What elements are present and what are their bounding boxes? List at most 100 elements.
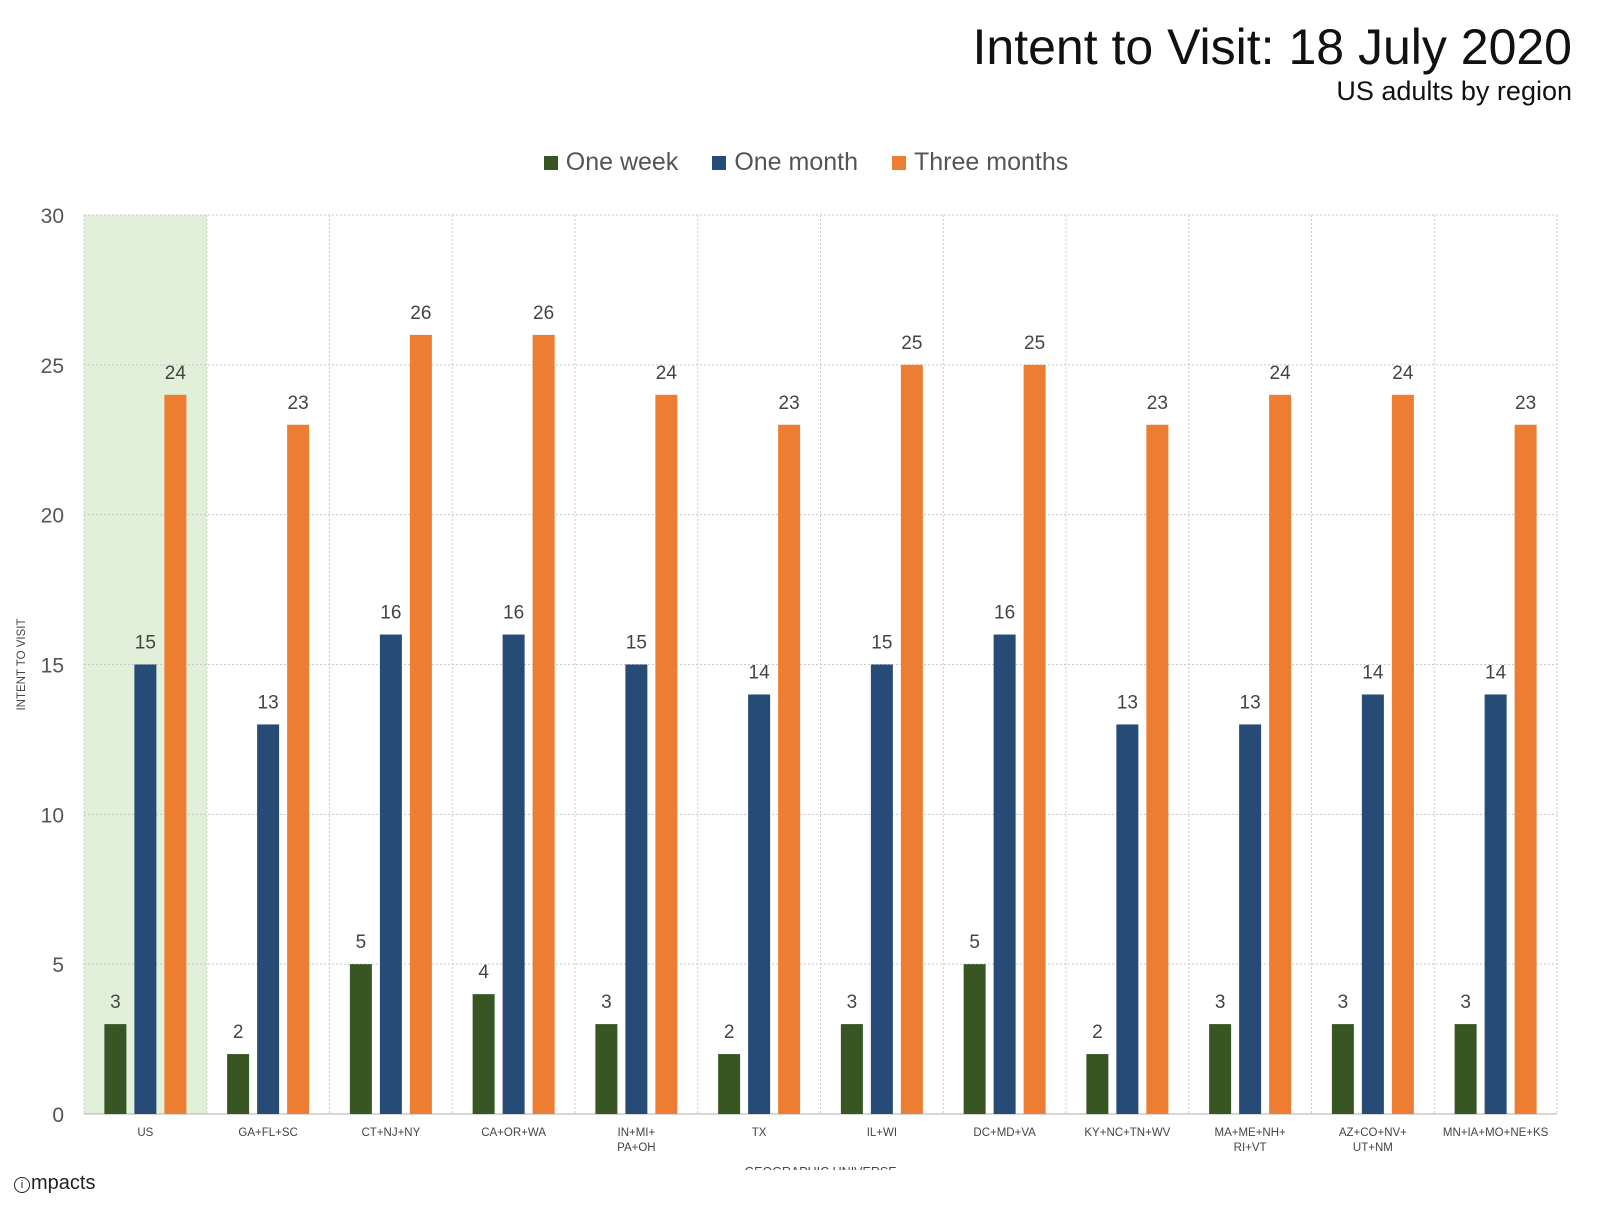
data-label: 16 (503, 603, 524, 624)
y-tick-label: 10 (41, 804, 64, 827)
data-label: 15 (871, 633, 892, 654)
x-tick-label: TX (752, 1127, 767, 1139)
bar (778, 424, 801, 1114)
bar (655, 394, 678, 1114)
data-label: 3 (1215, 992, 1226, 1013)
logo-i-icon: i (14, 1177, 30, 1193)
x-tick-label: KY+NC+TN+WV (1084, 1127, 1170, 1139)
data-label: 16 (994, 603, 1015, 624)
data-label: 3 (847, 992, 858, 1013)
x-tick-label: CT+NJ+NY (361, 1127, 420, 1139)
bar (1454, 1024, 1477, 1114)
data-label: 26 (410, 303, 431, 324)
x-tick-label: PA+OH (617, 1142, 655, 1154)
data-label: 23 (1147, 393, 1168, 414)
x-tick-label: IL+WI (867, 1127, 897, 1139)
data-label: 25 (1024, 333, 1045, 354)
bar (1116, 724, 1139, 1114)
data-label: 14 (1362, 662, 1384, 683)
data-label: 24 (1392, 363, 1414, 384)
bar (349, 964, 372, 1114)
data-label: 2 (1092, 1022, 1103, 1043)
bar (532, 334, 555, 1114)
bar (104, 1024, 127, 1114)
data-label: 5 (356, 932, 367, 953)
data-label: 3 (1460, 992, 1471, 1013)
bar (718, 1054, 741, 1114)
x-tick-label: MN+IA+MO+NE+KS (1443, 1127, 1549, 1139)
bar (409, 334, 432, 1114)
legend-swatch (543, 155, 558, 170)
y-tick-label: 20 (41, 505, 64, 528)
legend-label: One week (565, 148, 679, 176)
bar (502, 634, 525, 1114)
legend-swatch (712, 155, 727, 170)
data-label: 14 (749, 662, 771, 683)
x-axis-title: GEOGRAPHIC UNIVERSE (744, 1165, 896, 1170)
bar (227, 1054, 250, 1114)
bar (472, 994, 495, 1114)
data-label: 15 (626, 633, 647, 654)
bar (595, 1024, 618, 1114)
impacts-logo: i mpacts (14, 1172, 95, 1195)
chart-title: Intent to Visit: 18 July 2020 (972, 19, 1572, 75)
bar (900, 364, 923, 1114)
data-label: 5 (969, 932, 980, 953)
x-tick-label: CA+OR+WA (481, 1127, 546, 1139)
y-axis-title: INTENT TO VISIT (16, 618, 28, 710)
data-label: 24 (656, 363, 678, 384)
data-label: 16 (380, 603, 401, 624)
bar (870, 664, 893, 1114)
y-tick-label: 0 (52, 1104, 64, 1127)
bar (1086, 1054, 1109, 1114)
bar (257, 724, 280, 1114)
x-tick-label: US (137, 1127, 153, 1139)
bar (993, 634, 1016, 1114)
bar (1209, 1024, 1232, 1114)
data-label: 25 (901, 333, 922, 354)
data-label: 2 (724, 1022, 735, 1043)
data-label: 26 (533, 303, 554, 324)
legend-label: Three months (914, 148, 1069, 176)
x-tick-label: RI+VT (1234, 1142, 1267, 1154)
bar (1146, 424, 1169, 1114)
bar (748, 694, 771, 1114)
data-label: 23 (1515, 393, 1536, 414)
y-tick-label: 5 (52, 954, 64, 977)
legend-label: One month (734, 148, 858, 176)
data-label: 24 (1270, 363, 1292, 384)
x-tick-label: IN+MI+ (618, 1127, 656, 1139)
chart-subtitle: US adults by region (1336, 76, 1572, 106)
bar (379, 634, 402, 1114)
bar (840, 1024, 863, 1114)
bar (1391, 394, 1414, 1114)
x-tick-label: AZ+CO+NV+ (1339, 1127, 1407, 1139)
bar-chart: 05101520253031524US21323GA+FL+SC51626CT+… (16, 205, 1558, 1170)
data-label: 3 (1338, 992, 1349, 1013)
bar (164, 394, 187, 1114)
data-label: 24 (165, 363, 187, 384)
bar (1023, 364, 1046, 1114)
legend: One week One month Three months (0, 148, 1612, 177)
legend-item: Three months (892, 148, 1068, 177)
bar (134, 664, 157, 1114)
y-tick-label: 30 (41, 205, 64, 228)
bar (287, 424, 310, 1114)
data-label: 4 (478, 962, 489, 983)
bar (963, 964, 986, 1114)
y-tick-label: 15 (41, 655, 64, 678)
bar (1269, 394, 1292, 1114)
legend-swatch (892, 155, 906, 170)
bar (1484, 694, 1507, 1114)
legend-item: One week (543, 148, 679, 177)
bar (1331, 1024, 1354, 1114)
data-label: 13 (1240, 692, 1261, 713)
legend-item: One month (712, 148, 858, 177)
data-label: 14 (1485, 662, 1507, 683)
x-tick-label: UT+NM (1353, 1142, 1393, 1154)
logo-text: mpacts (31, 1172, 96, 1194)
data-label: 23 (779, 393, 800, 414)
bar (1361, 694, 1384, 1114)
data-label: 13 (258, 692, 279, 713)
data-label: 3 (110, 992, 121, 1013)
